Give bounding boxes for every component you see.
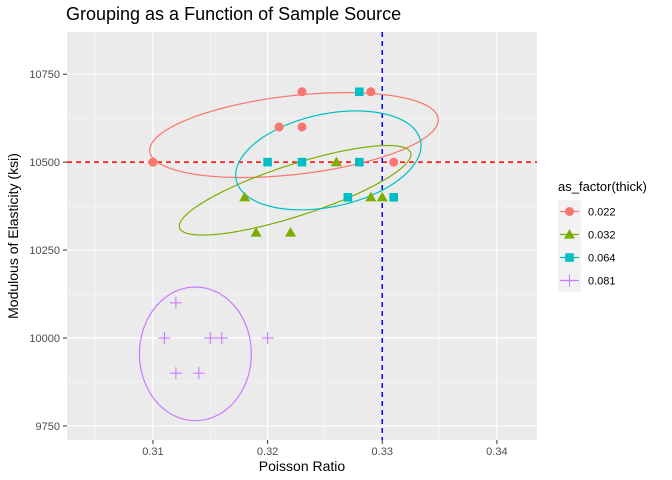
legend-label-0.032: 0.032 <box>588 230 616 242</box>
point-0.081 <box>169 367 182 380</box>
y-tick-label: 10750 <box>29 69 60 81</box>
plot-panel <box>67 32 537 440</box>
point-0.032 <box>239 191 251 202</box>
point-0.022 <box>389 157 399 167</box>
point-0.032 <box>365 191 377 202</box>
ellipse-0.081 <box>138 286 252 422</box>
legend-title: as_factor(thick) <box>558 179 647 194</box>
point-0.064 <box>297 157 307 167</box>
y-tick-label: 10250 <box>29 245 60 257</box>
point-0.022 <box>274 122 284 132</box>
point-0.064 <box>343 193 353 202</box>
point-0.081 <box>192 367 205 380</box>
legend-label-0.022: 0.022 <box>588 207 616 219</box>
legend-key-0.022 <box>565 207 574 216</box>
point-0.032 <box>285 226 297 237</box>
legend: as_factor(thick) 0.022 0.032 0.064 0.081 <box>558 179 647 292</box>
point-0.064 <box>355 87 364 97</box>
x-tick-label: 0.31 <box>142 446 163 458</box>
point-0.081 <box>158 332 171 344</box>
point-0.081 <box>204 332 217 344</box>
y-tick-label: 10000 <box>29 333 60 345</box>
point-0.022 <box>297 122 307 132</box>
point-0.081 <box>215 332 228 344</box>
point-0.081 <box>169 296 182 309</box>
y-tick-label: 10500 <box>29 157 60 169</box>
legend-key-0.032 <box>564 229 575 239</box>
point-0.064 <box>389 193 399 202</box>
point-0.081 <box>261 332 274 344</box>
gridlines <box>67 32 537 440</box>
legend-label-0.081: 0.081 <box>588 276 616 288</box>
axes: 0.31 0.32 0.33 0.34 9750 10000 10250 10500 10750 <box>29 69 507 458</box>
ellipse-0.064 <box>235 110 422 211</box>
legend-key-0.081 <box>563 274 576 287</box>
chart-title: Grouping as a Function of Sample Source <box>66 4 401 24</box>
x-tick-label: 0.32 <box>257 446 278 458</box>
ellipse-0.032 <box>178 144 412 236</box>
point-0.022 <box>366 87 376 97</box>
point-0.064 <box>263 157 272 167</box>
x-axis-title: Poisson Ratio <box>259 458 346 474</box>
y-tick-label: 9750 <box>36 421 60 433</box>
x-tick-label: 0.34 <box>486 446 507 458</box>
point-0.064 <box>355 157 364 167</box>
point-0.022 <box>148 157 158 167</box>
point-0.022 <box>297 87 307 97</box>
point-0.032 <box>250 226 262 237</box>
data-points <box>148 87 399 380</box>
x-tick-label: 0.33 <box>372 446 393 458</box>
point-0.032 <box>376 191 388 202</box>
point-0.032 <box>330 156 342 167</box>
legend-label-0.064: 0.064 <box>588 253 616 265</box>
y-axis-title: Modulous of Elasticity (ksi) <box>5 153 21 319</box>
legend-key-0.064 <box>565 253 574 262</box>
